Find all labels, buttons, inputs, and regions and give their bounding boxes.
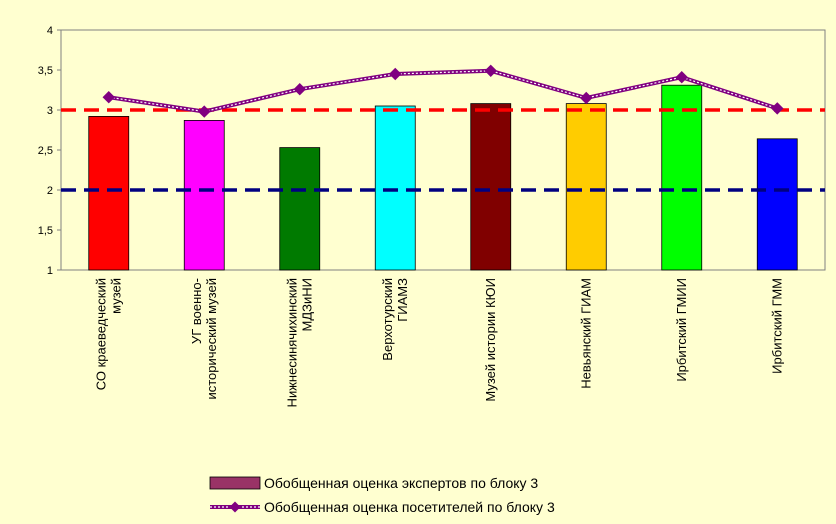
x-tick-label: исторический музей (204, 278, 219, 400)
x-tick-label: музей (108, 278, 123, 314)
line-series (102, 64, 784, 118)
series-line-pattern (108, 70, 778, 113)
data-point (675, 70, 688, 84)
x-tick-label: Невьянский ГИАМ (578, 278, 593, 389)
legend-label-visitors: Обобщенная оценка посетителей по блоку 3 (264, 499, 555, 515)
plot-area (60, 29, 826, 271)
bar (756, 138, 798, 271)
legend-bar-swatch (209, 476, 261, 490)
legend: Обобщенная оценка экспертов по блоку 3 Об… (209, 475, 555, 515)
data-point (198, 105, 211, 118)
bar (183, 120, 225, 271)
data-point (484, 64, 497, 78)
x-tick-label: СО краеведческий (93, 278, 108, 390)
bar (470, 103, 512, 271)
x-tick-label: Нижнесинячихинский (284, 278, 299, 407)
bar (661, 84, 703, 271)
y-tick-label: 1 (47, 265, 53, 277)
legend-label-experts: Обобщенная оценка экспертов по блоку 3 (264, 475, 538, 491)
x-tick-label: Ирбитский ГММ (769, 278, 784, 374)
y-tick-label: 3 (47, 105, 53, 117)
bar (565, 103, 607, 271)
y-axis: 1 1,5 2 2,5 3 3,5 4 (38, 25, 61, 277)
data-point (389, 67, 402, 81)
bar (279, 147, 321, 271)
y-tick-label: 4 (47, 25, 53, 37)
data-point (293, 82, 306, 96)
bar-series (88, 84, 798, 271)
y-tick-label: 2 (47, 185, 53, 197)
x-tick-label: МДЗиНИ (299, 278, 314, 331)
x-tick-label: Ирбитский ГМИИ (674, 278, 689, 382)
y-tick-label: 1,5 (38, 225, 53, 237)
legend-marker (229, 501, 241, 513)
x-tick-label: УГ военно- (189, 278, 204, 344)
data-point (102, 90, 115, 104)
data-point (771, 102, 784, 115)
y-tick-label: 3,5 (38, 65, 53, 77)
x-tick-label: Музей истории КЮИ (483, 278, 498, 402)
bar (374, 105, 416, 271)
x-tick-label: ГИАМЗ (395, 278, 410, 322)
x-axis: СО краеведческий музей УГ военно-историчес… (93, 278, 784, 408)
x-tick-label: Верхотурский (380, 278, 395, 361)
data-point (580, 91, 593, 105)
y-tick-label: 2,5 (38, 145, 53, 157)
bar (88, 116, 130, 271)
